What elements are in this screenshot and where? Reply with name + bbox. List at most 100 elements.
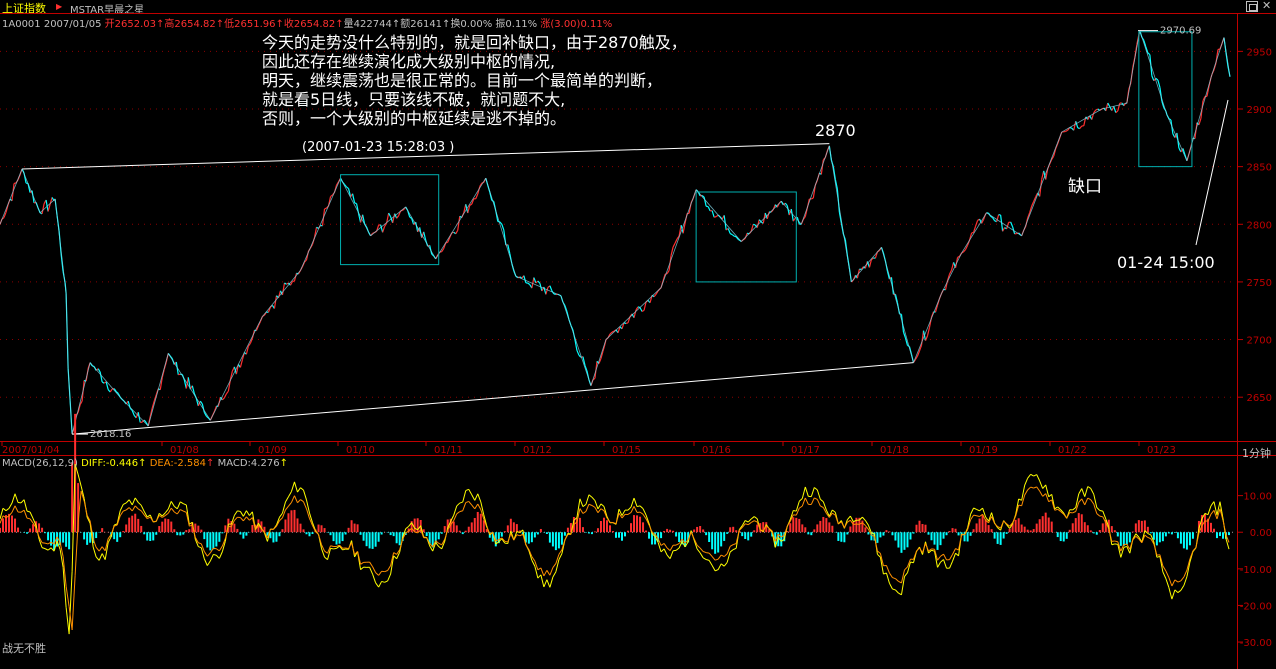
- diff-segment: [654, 536, 659, 543]
- dea-segment: [570, 524, 575, 535]
- price-segment: [351, 193, 356, 204]
- dea-segment: [588, 503, 593, 506]
- price-segment: [1010, 221, 1014, 228]
- dea-segment: [246, 516, 250, 521]
- stroke-line: [695, 189, 742, 242]
- dea-segment: [684, 539, 689, 544]
- price-segment: [197, 400, 201, 407]
- diff-segment: [702, 557, 707, 560]
- price-segment: [415, 221, 419, 232]
- diff-segment: [798, 498, 803, 502]
- diff-segment: [1198, 518, 1203, 529]
- dea-segment: [1096, 513, 1101, 517]
- dea-segment: [327, 545, 332, 554]
- dea-segment: [249, 517, 253, 521]
- dea-segment: [1186, 558, 1191, 571]
- diff-segment: [297, 487, 301, 493]
- price-segment: [507, 244, 511, 254]
- pivot-box: [695, 191, 797, 283]
- price-segment: [1051, 155, 1055, 160]
- diff-segment: [333, 547, 337, 550]
- dea-segment: [994, 523, 998, 527]
- dea-segment: [513, 534, 518, 541]
- diff-segment: [32, 518, 37, 526]
- price-segment: [549, 285, 553, 292]
- diff-segment: [62, 567, 67, 608]
- dea-segment: [1087, 497, 1092, 501]
- maximize-icon[interactable]: [1246, 1, 1258, 12]
- dea-segment: [1129, 539, 1134, 550]
- diff-segment: [185, 504, 190, 525]
- price-segment: [975, 220, 979, 227]
- dea-segment: [1048, 499, 1052, 503]
- dea-segment: [1000, 520, 1005, 529]
- dea-segment: [339, 544, 343, 549]
- price-segment: [625, 322, 629, 325]
- dea-segment: [1003, 520, 1007, 525]
- diff-segment: [1060, 509, 1065, 514]
- dea-segment: [312, 525, 316, 532]
- price-segment: [129, 407, 133, 411]
- dea-segment: [922, 543, 926, 553]
- price-segment: [1161, 101, 1165, 109]
- dea-segment: [706, 552, 710, 554]
- index-name[interactable]: 上证指数: [2, 2, 46, 15]
- diff-segment: [200, 547, 205, 560]
- diff-segment: [447, 521, 452, 529]
- diff-segment: [249, 511, 253, 516]
- diff-segment: [209, 554, 214, 562]
- diff-segment: [774, 537, 779, 548]
- diff-segment: [453, 505, 458, 516]
- price-segment: [641, 309, 645, 312]
- diff-segment: [741, 520, 746, 526]
- dea-segment: [745, 523, 749, 526]
- close-icon[interactable]: ✕: [1262, 0, 1272, 12]
- diff-segment: [651, 533, 656, 537]
- price-segment: [151, 400, 155, 409]
- price-segment: [916, 350, 921, 357]
- diff-segment: [86, 516, 91, 524]
- dea-segment: [1036, 486, 1041, 492]
- price-segment: [611, 330, 615, 333]
- price-segment: [1073, 121, 1077, 131]
- stroke-line: [65, 293, 69, 369]
- diff-segment: [1018, 498, 1022, 501]
- dea-segment: [221, 538, 226, 547]
- stroke-line: [119, 396, 149, 427]
- price-segment: [354, 202, 357, 205]
- diff-segment: [744, 520, 749, 523]
- diff-segment: [242, 510, 247, 517]
- diff-segment: [116, 510, 121, 524]
- diff-segment: [594, 500, 599, 510]
- dea-segment: [885, 565, 890, 574]
- dea-segment: [321, 544, 325, 552]
- price-segment: [384, 222, 388, 227]
- dea-segment: [853, 523, 857, 526]
- diff-segment: [645, 514, 650, 524]
- diff-segment: [976, 508, 980, 512]
- price-segment: [245, 346, 249, 355]
- period-label[interactable]: 1分钟: [1242, 447, 1271, 460]
- price-segment: [832, 166, 836, 180]
- stroke-line: [167, 353, 211, 421]
- dea-segment: [943, 553, 947, 561]
- price-segment: [1029, 205, 1033, 213]
- price-segment: [918, 345, 923, 352]
- diff-segment: [937, 561, 941, 568]
- dea-segment: [143, 514, 148, 519]
- diff-segment: [408, 522, 413, 527]
- dea-segment: [561, 539, 566, 550]
- dea-segment: [477, 503, 482, 510]
- dea-segment: [29, 518, 34, 524]
- dea-segment: [540, 567, 545, 577]
- dea-segment: [435, 540, 440, 544]
- macd-arrow-icon: ↑: [279, 458, 288, 469]
- diff-segment: [814, 487, 818, 491]
- dea-segment: [0, 515, 4, 524]
- dea-segment: [765, 525, 770, 529]
- diff-segment: [516, 531, 521, 534]
- dea-segment: [997, 526, 1001, 529]
- dea-segment: [666, 547, 671, 552]
- diff-segment: [1159, 556, 1164, 573]
